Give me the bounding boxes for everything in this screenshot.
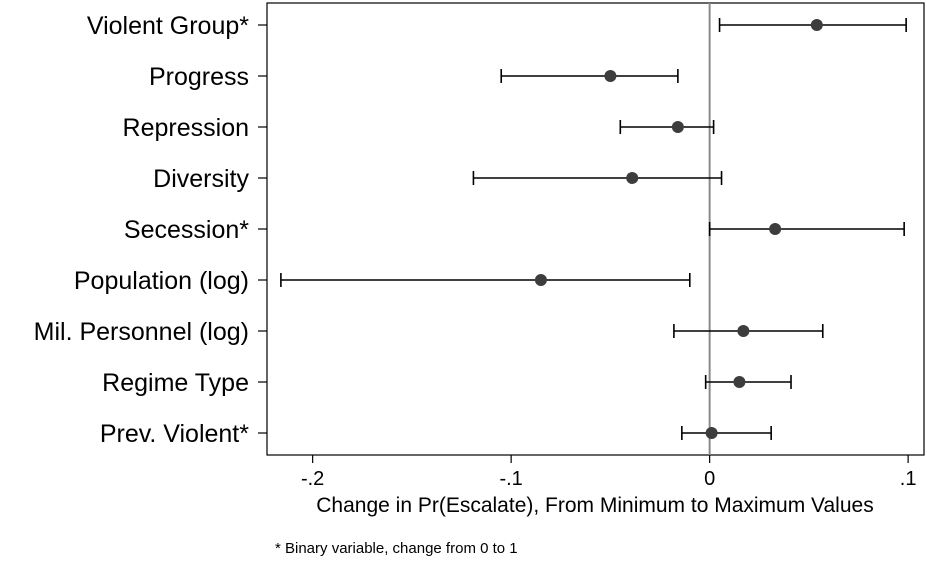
y-tick-label: Regime Type [102,369,249,397]
point-estimate [810,19,823,31]
y-axis: Violent Group* Progress Repression Diversit… [34,12,267,448]
point-estimate [769,223,782,235]
y-tick-label: Repression [123,114,249,142]
point-estimate [733,376,746,388]
x-tick-label: -.1 [499,468,522,490]
estimates-series [280,18,907,440]
x-tick-label: -.2 [301,468,324,490]
point-estimate [705,427,718,439]
y-tick-label: Population (log) [74,267,249,295]
point-estimate [737,325,750,337]
y-tick-label: Secession* [124,216,249,244]
point-estimate [534,274,547,286]
y-tick-label: Violent Group* [87,12,249,40]
y-tick-label: Mil. Personnel (log) [34,318,249,346]
point-estimate [604,70,617,82]
x-tick-label: 0 [704,468,715,490]
y-tick-label: Diversity [153,165,249,193]
x-tick-label: .1 [900,468,917,490]
point-estimate [626,172,639,184]
x-axis-title: Change in Pr(Escalate), From Minimum to … [316,494,873,517]
point-estimate [671,121,684,133]
y-tick-label: Prev. Violent* [100,420,249,448]
x-axis: -.2 -.1 0 .1 [301,455,916,490]
footnote: * Binary variable, change from 0 to 1 [275,540,518,557]
y-tick-label: Progress [149,63,249,91]
